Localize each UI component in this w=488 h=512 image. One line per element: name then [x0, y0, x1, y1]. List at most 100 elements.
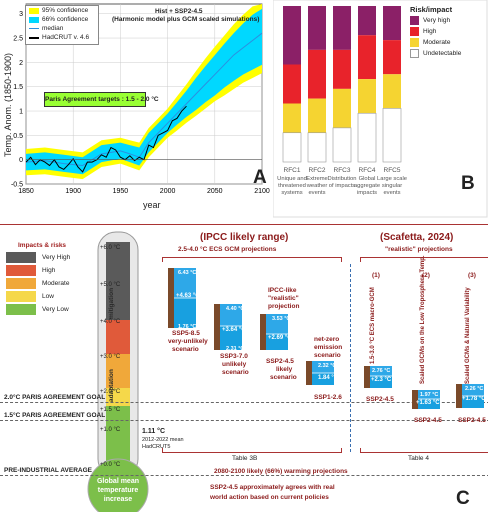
ipcc-bar3-label-2: likely: [276, 366, 293, 373]
thermo-tick-0: +0.0 °C: [100, 462, 121, 468]
segment-high: [308, 49, 326, 99]
ipcc-bar-4: [306, 361, 334, 385]
obs-value: 1.11 °C: [142, 428, 166, 435]
rfc-desc: events: [308, 190, 325, 196]
tick-x: 2000: [160, 188, 176, 195]
segment-very-high: [333, 6, 351, 50]
rfc-id: RFC1: [284, 167, 301, 174]
bar-stripe: [364, 366, 370, 388]
impact-swatch-high: [6, 265, 36, 276]
bar-lower: [174, 298, 196, 328]
legend-swatch-high: [410, 27, 419, 36]
ipcc-bar2-bot: 2.31 °C: [226, 346, 245, 352]
segment-moderate: [283, 103, 301, 133]
legend-swatch-ci95: [29, 8, 39, 14]
scafetta-bar3-top: 2.26 °C: [465, 386, 484, 392]
panel-a-header2: (Harmonic model plus GCM scaled simulati…: [112, 16, 260, 23]
ipcc-bar3-bot: 2.24 °C: [272, 350, 291, 356]
ipcc-bar4-head-1: net-zero: [314, 336, 340, 343]
bulb-text-3: increase: [103, 496, 133, 503]
scafetta-vtext-3: Scaled GCMs & Natural Variability: [465, 287, 471, 384]
legend-label-very-high: Very high: [423, 17, 451, 24]
ipcc-bar2-label-3: scenario: [222, 369, 249, 376]
rfc-bar-2: [307, 6, 327, 163]
ipcc-bar-2: [214, 304, 242, 350]
bulb-text-1: Global mean: [96, 478, 139, 485]
ipcc-bar3-mid: +2.69 °C: [268, 335, 292, 341]
impact-swatch-low: [6, 291, 36, 302]
thermo-tick-3: +3.0 °C: [100, 354, 121, 360]
ipcc-bar1-label-3: scenario: [172, 346, 199, 353]
rfc-bar-5: [382, 6, 402, 163]
segment-high: [333, 49, 351, 89]
tick-y: 3: [19, 11, 23, 18]
bar-lower: [312, 373, 334, 385]
panel-b: RFC1 Unique and threatened systems RFC2 Extre…: [273, 0, 488, 218]
impact-swatch-moderate: [6, 278, 36, 289]
scafetta-subtitle: "realistic" projections: [385, 246, 453, 253]
rfc-desc: Large scale: [377, 176, 407, 182]
legend-label-high: High: [423, 28, 437, 35]
ipcc-bar1-bot: 1.76 °C: [178, 324, 197, 330]
tick-y: 2: [19, 60, 23, 67]
legend-swatch-obs: [29, 37, 39, 39]
ipcc-bar4-mid: 1.84 °C: [318, 375, 339, 381]
rfc-desc: systems: [281, 190, 302, 196]
legend-swatch-moderate: [410, 38, 419, 47]
ipcc-bar3-label-1: SSP2-4.5: [266, 358, 294, 365]
legend-swatch-median: [29, 28, 39, 29]
segment-moderate: [333, 88, 351, 128]
bar-stripe: [306, 361, 312, 385]
impact-swatch-very-low: [6, 304, 36, 315]
thermo-tick-6: +6.0 °C: [100, 245, 121, 251]
ipcc-bar2-label-2: unlikely: [222, 361, 247, 368]
rfc-id: RFC4: [359, 167, 376, 174]
panel-a-ylabel: Temp. Anom. (1850-1900): [3, 52, 13, 158]
ipcc-bar2-label-1: SSP3-7.0: [220, 353, 248, 360]
rfc-bar-4: [357, 6, 377, 163]
impact-label-high: High: [42, 267, 56, 274]
ipcc-bar3-head-2: "realistic": [268, 295, 299, 302]
legend-label-ci66: 66% confidence: [42, 16, 89, 23]
ipcc-bar1-mid: +4.63 °C: [176, 293, 200, 299]
panel-b-legend-title: Risk/impact: [410, 5, 453, 14]
footer-line3: world action based on current policies: [210, 494, 329, 501]
tick-x: 2100: [254, 188, 270, 195]
ipcc-bar-3: [260, 314, 288, 350]
rfc-bar-1: [282, 6, 302, 163]
impact-label-moderate: Moderate: [42, 280, 70, 287]
bar-upper: [174, 268, 196, 298]
legend-swatch-undetectable: [410, 49, 419, 58]
goal-2-line: [0, 402, 488, 404]
scafetta-num-2: (2): [422, 272, 430, 279]
impacts-title: Impacts & risks: [18, 242, 67, 249]
ipcc-bar1-label-2: very-unlikely: [168, 338, 208, 345]
thermo-tick-4: +4.0 °C: [100, 319, 121, 325]
panel-c-bars: [168, 268, 484, 409]
rfc-id: RFC5: [384, 167, 401, 174]
legend-swatch-very-high: [410, 16, 419, 25]
table3b-label: Table 3B: [232, 455, 258, 462]
legend-label-moderate: Moderate: [423, 39, 451, 46]
tick-y: 0.5: [13, 133, 23, 140]
bar-upper: [312, 361, 334, 373]
pre-industrial-label: PRE-INDUSTRIAL AVERAGE: [4, 467, 92, 474]
bar-lower: [266, 334, 288, 350]
bar-stripe: [456, 384, 462, 408]
legend-label-ci95: 95% confidence: [42, 7, 89, 14]
segment-moderate: [308, 98, 326, 133]
ipcc-bar2-mid: +3.64 °C: [222, 327, 246, 333]
ipcc-bar4-bot: 1.43 °C: [318, 386, 337, 392]
scafetta-num-3: (3): [468, 272, 476, 279]
thermometer: [87, 231, 149, 512]
bar-stripe: [168, 268, 174, 328]
footer-line1: 2080-2100 likely (66%) warming projectio…: [214, 468, 348, 475]
bar-lower: [370, 376, 392, 388]
impact-label-very-high: Very High: [42, 254, 71, 261]
panel-c: Impacts & risks Very High High Moderate …: [0, 224, 488, 512]
rfc-id: RFC3: [334, 167, 351, 174]
rfc-id: RFC2: [309, 167, 326, 174]
ipcc-bar2-top: 4.40 °C: [226, 306, 245, 312]
ipcc-bar1-top: 6.43 °C: [178, 270, 197, 276]
